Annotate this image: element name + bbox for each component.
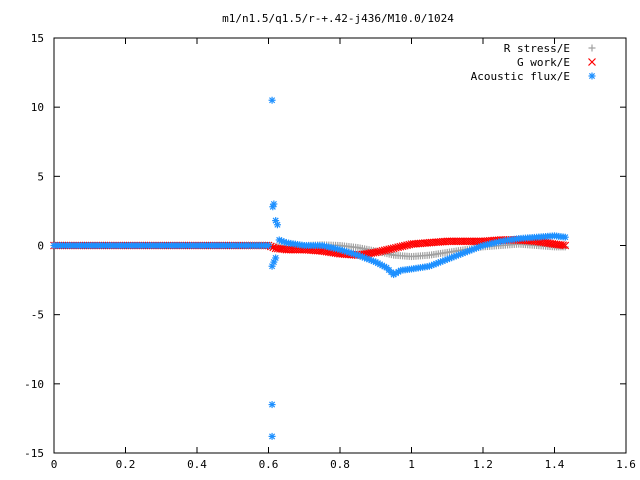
legend-label: Acoustic flux/E: [471, 70, 570, 83]
legend-label: G work/E: [517, 56, 570, 69]
series-3: [50, 96, 569, 440]
x-tick-label: 0: [51, 458, 58, 471]
x-tick-label: 1: [408, 458, 415, 471]
x-tick-label: 0.4: [187, 458, 207, 471]
x-tick-label: 0.6: [259, 458, 279, 471]
data-point: [561, 233, 569, 241]
x-tick-label: 0.8: [330, 458, 350, 471]
data-point: [559, 241, 568, 250]
data-point: [561, 241, 570, 250]
axis-ticks: 0 0.2 0.4 0.6 0.8 1 1.2 1.4 1.6 15 10 5 0 -5 -10 -15: [24, 32, 636, 471]
y-tick-label: 10: [31, 101, 44, 114]
data-point: [268, 96, 276, 104]
y-tick-label: 5: [37, 170, 44, 183]
x-tick-label: 1.6: [616, 458, 636, 471]
data-point: [268, 432, 276, 440]
data-point: [273, 221, 281, 229]
legend-marker: [588, 58, 596, 66]
data-point: [268, 401, 276, 409]
x-tick-label: 1.4: [545, 458, 565, 471]
x-tick-label: 0.2: [116, 458, 136, 471]
y-tick-label: 0: [37, 240, 44, 253]
y-tick-label: -5: [31, 309, 44, 322]
chart-title: m1/n1.5/q1.5/r-+.42-j436/M10.0/1024: [222, 12, 454, 25]
legend-label: R stress/E: [504, 42, 570, 55]
data-point: [272, 254, 280, 262]
y-tick-label: -15: [24, 447, 44, 460]
legend-marker: [588, 44, 596, 52]
y-tick-label: 15: [31, 32, 44, 45]
data-point: [270, 200, 278, 208]
data-marks: [50, 96, 570, 440]
data-point: [265, 242, 272, 249]
x-tick-label: 1.2: [473, 458, 493, 471]
legend-marker: [588, 72, 596, 80]
y-tick-label: -10: [24, 378, 44, 391]
